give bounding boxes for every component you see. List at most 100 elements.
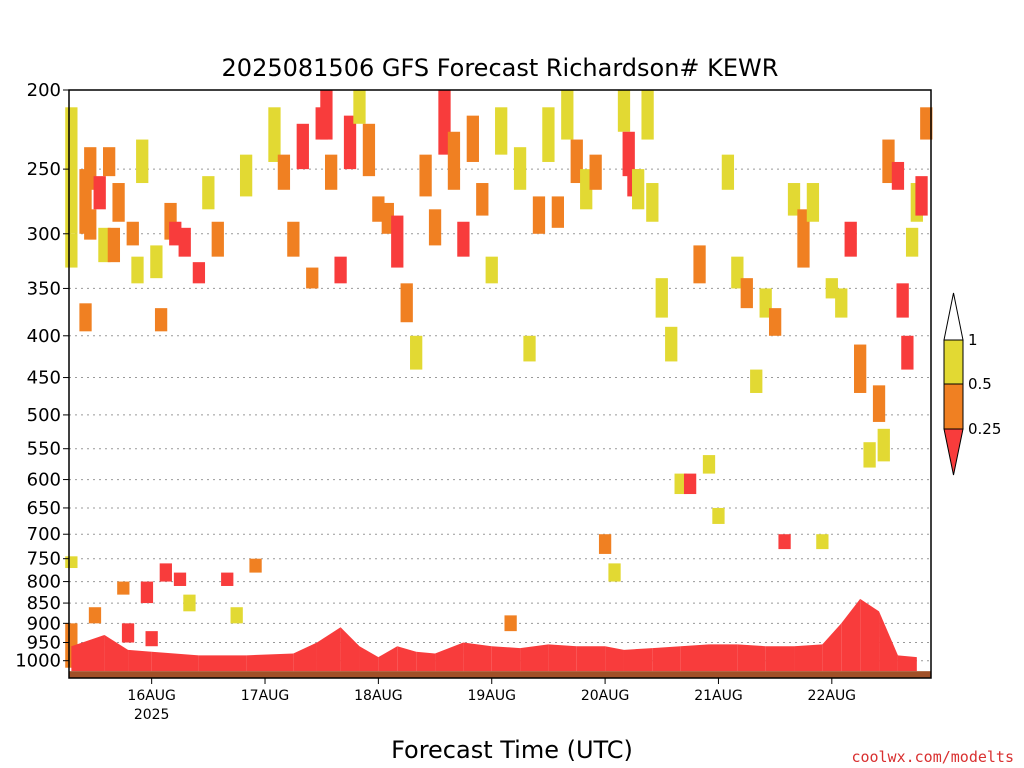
x-tick-label: 17AUG [241, 688, 290, 704]
y-tick-label: 350 [27, 278, 61, 299]
boundary-layer-cell [879, 611, 898, 672]
boundary-layer-cell [576, 646, 606, 672]
boundary-layer-cell [709, 644, 738, 672]
ri-cell [306, 267, 319, 289]
y-tick-label: 500 [27, 405, 61, 426]
ri-cell [721, 154, 735, 190]
ri-cell [438, 90, 451, 155]
ri-cell [230, 607, 243, 624]
y-axis: 200 250 300 350 400 450 500 550 600 650 700 7508008… [15, 80, 69, 672]
colorbar-label: 1 [968, 331, 978, 349]
ri-cell [476, 183, 489, 216]
ri-cell [712, 507, 725, 524]
x-axis: 16AUG 2025 17AUG 18AUG 19AUG 20AUG 21AUG 22AUG [127, 678, 856, 723]
surface-ground [69, 671, 931, 678]
plot-frame [68, 89, 932, 679]
ri-cell [334, 256, 347, 284]
y-tick-label: 400 [27, 326, 61, 347]
y-tick-label: 450 [27, 368, 61, 389]
ri-cell [211, 221, 224, 257]
ri-cell [896, 283, 909, 318]
ri-cell [150, 245, 163, 279]
colorbar-label: 0.5 [968, 375, 992, 393]
boundary-layer-cell [397, 646, 417, 672]
ri-cell [88, 607, 102, 624]
ri-cell [580, 169, 593, 210]
ri-cell [391, 215, 404, 268]
ri-cell [98, 227, 111, 263]
ri-cell [154, 308, 168, 332]
ri-cell [117, 581, 130, 595]
ri-cell [419, 154, 432, 197]
boundary-layer-cell [316, 627, 341, 672]
ri-cell [622, 131, 635, 177]
ri-cell [400, 283, 413, 323]
ri-cell [693, 245, 706, 284]
ri-cell [268, 107, 281, 162]
ri-cell [103, 147, 116, 177]
ri-cell [532, 196, 546, 234]
boundary-layer-cell [605, 646, 624, 672]
x-tick-label: 19AUG [467, 688, 516, 704]
boundary-layer-cell [765, 646, 795, 672]
boundary-layer-cell [104, 634, 129, 672]
ri-cell [84, 209, 97, 240]
boundary-layer-cell [794, 644, 823, 672]
boundary-layer-cell [860, 598, 880, 672]
ri-cell [655, 278, 668, 318]
ri-cell [121, 623, 135, 643]
ri-cell [877, 428, 890, 462]
x-tick-label: 21AUG [694, 688, 743, 704]
boundary-layer-cell [520, 644, 549, 672]
boundary-layer-cell [897, 655, 917, 672]
ri-cell [523, 335, 536, 362]
ri-cell [79, 303, 92, 332]
ri-cell [249, 558, 262, 573]
credit-text: coolwx.com/modelts [851, 748, 1014, 766]
ri-cell [277, 154, 291, 190]
boundary-layer-cell [463, 642, 492, 672]
ri-cell [107, 227, 121, 263]
ri-cell [65, 556, 78, 569]
y-tick-label: 700 [27, 524, 61, 545]
ri-cell [854, 344, 867, 393]
boundary-layer-cell [822, 623, 842, 672]
ri-cell [140, 581, 154, 604]
y-tick-label: 1000 [15, 651, 61, 672]
ri-cell [504, 615, 517, 632]
x-axis-title: Forecast Time (UTC) [391, 736, 633, 764]
ri-cell [192, 262, 206, 284]
ri-cell [145, 631, 158, 647]
ri-cell [778, 534, 791, 550]
ri-cell [343, 115, 357, 170]
boundary-layer-cell [652, 646, 681, 672]
ri-cell [65, 107, 78, 234]
colorbar-label: 0.25 [968, 420, 1001, 438]
ri-cell [863, 442, 876, 468]
x-tick-label: 22AUG [808, 688, 857, 704]
ri-cell [65, 233, 78, 268]
ri-cell [372, 196, 385, 222]
ri-cell [320, 90, 333, 140]
y-tick-label: 250 [27, 159, 61, 180]
ri-cell [381, 202, 394, 234]
ri-cell [806, 183, 820, 222]
boundary-layer-cell [378, 646, 398, 672]
ri-cell [882, 139, 895, 184]
ri-cell [891, 161, 905, 190]
y-tick-label: 750 [27, 549, 61, 570]
ri-cell [112, 183, 125, 222]
ri-cell [797, 209, 810, 268]
ri-cell [598, 534, 612, 554]
ri-cell [457, 221, 470, 257]
boundary-layer-cell [198, 655, 247, 672]
ri-cell [844, 221, 857, 257]
ri-cell [447, 131, 461, 190]
surface-band [69, 671, 931, 678]
ri-cell [353, 90, 366, 124]
ri-cell [131, 256, 144, 284]
ri-cell [362, 123, 376, 177]
boundary-layer-cell [548, 644, 577, 672]
y-tick-label: 900 [27, 613, 61, 634]
